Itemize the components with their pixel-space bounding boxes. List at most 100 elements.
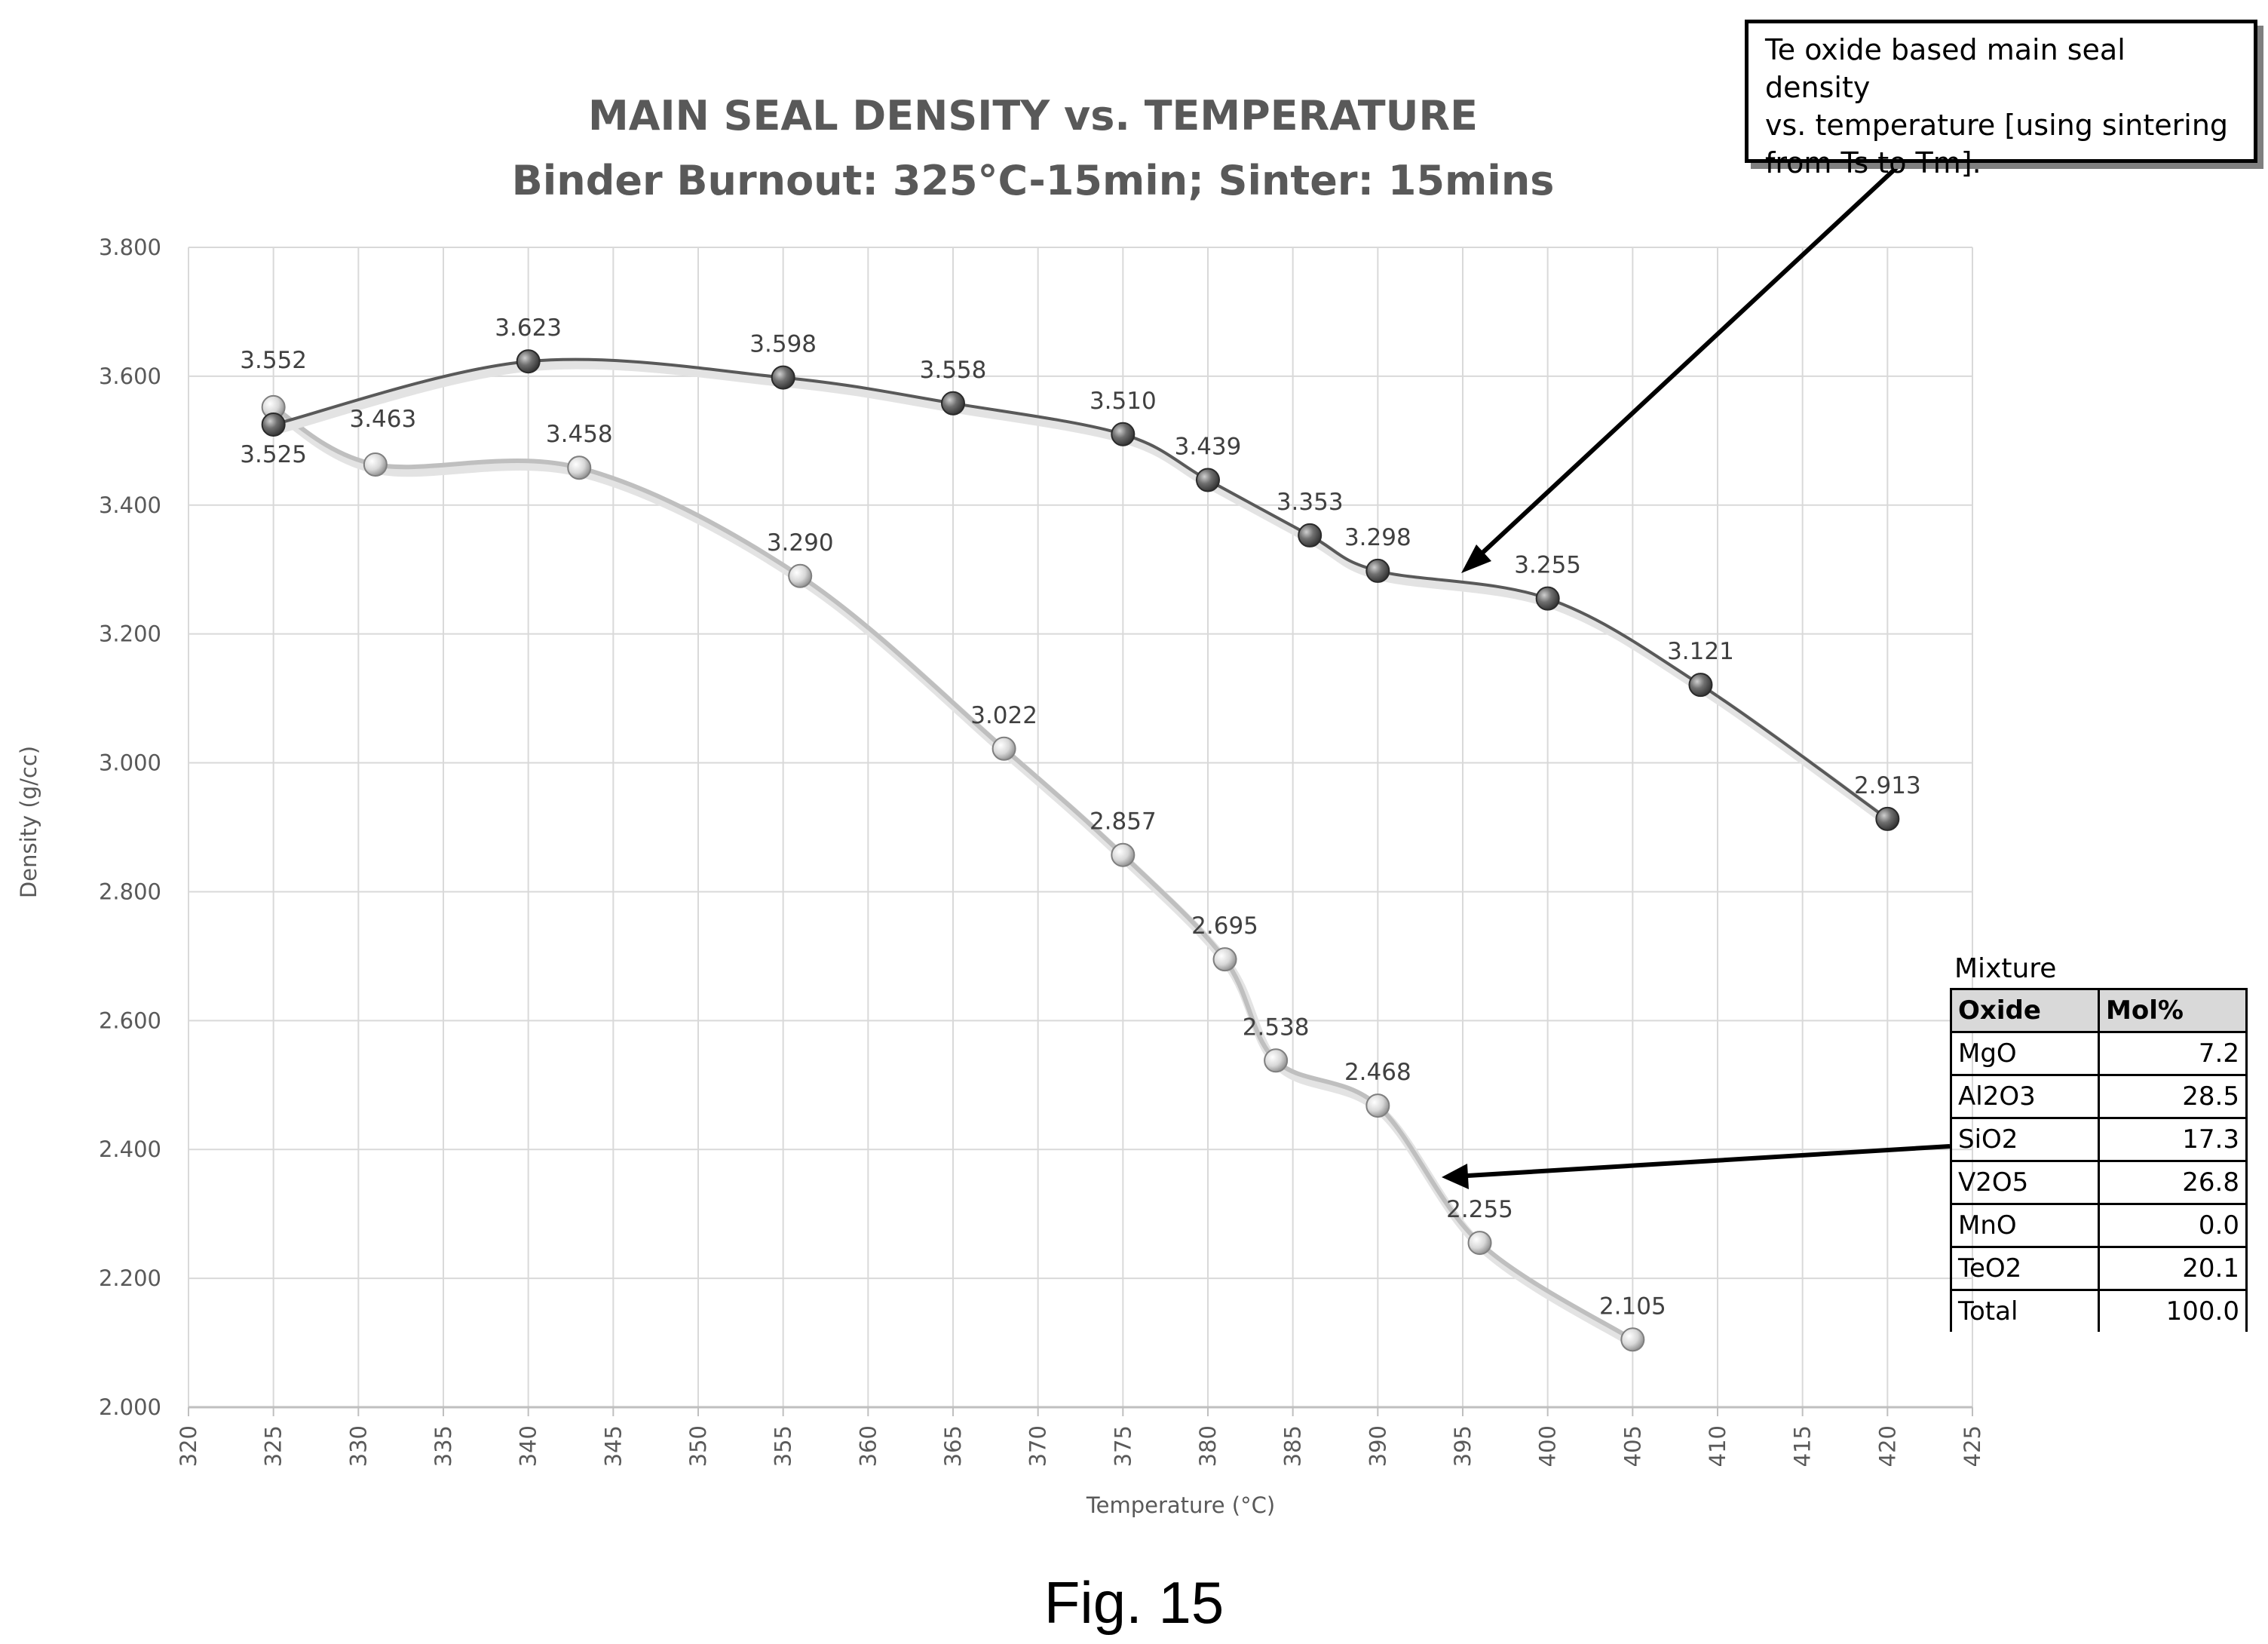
x-tick-label: 395 [1450,1425,1476,1467]
data-label: 3.353 [1277,489,1344,516]
mixture-row: MgO 7.2 [1950,1031,2248,1076]
data-label: 3.255 [1514,552,1581,579]
data-label: 3.298 [1344,524,1411,551]
callout-arrowhead-upper [1461,544,1491,573]
mixture-oxide: MnO [1950,1203,2100,1248]
y-tick-label: 2.000 [99,1394,161,1420]
mixture-mol: 28.5 [2098,1074,2248,1119]
callout-arrows [1442,161,1951,1189]
mixture-mol: 20.1 [2098,1246,2248,1291]
data-point [991,736,1016,761]
data-label: 2.913 [1854,772,1921,799]
y-tick-label: 3.000 [99,750,161,776]
data-label: 3.598 [749,331,817,358]
callout-line-3: from Ts to Tm]. [1765,146,1981,179]
data-point [363,452,388,477]
x-tick-label: 340 [516,1425,541,1467]
chart-title: MAIN SEAL DENSITY vs. TEMPERATURE [588,92,1478,140]
data-label: 2.538 [1243,1014,1310,1041]
x-tick-label: 335 [431,1425,456,1467]
data-point [941,391,965,416]
data-point [1111,842,1136,867]
data-label: 2.105 [1599,1293,1666,1320]
data-label: 2.695 [1191,912,1258,940]
data-label: 3.439 [1175,433,1242,460]
x-axis-title: Temperature (°C) [1086,1492,1275,1518]
callout-line-1: Te oxide based main seal density [1765,33,2125,104]
data-point [1535,586,1560,611]
data-point [1467,1231,1492,1256]
x-tick-label: 375 [1110,1425,1136,1467]
x-tick-label: 380 [1195,1425,1221,1467]
y-tick-label: 2.600 [99,1008,161,1033]
data-point [788,563,813,588]
mixture-table: Mixture Oxide Mol% MgO 7.2 Al2O3 28.5 Si… [1950,950,2248,1332]
data-point [1264,1048,1289,1073]
callout-line-2: vs. temperature [using sintering [1765,109,2229,142]
callout-arrowhead-lower [1442,1164,1469,1189]
x-tick-label: 370 [1025,1425,1051,1467]
data-label: 3.525 [240,441,307,468]
mixture-row: V2O5 26.8 [1950,1160,2248,1205]
x-tick-label: 405 [1620,1425,1645,1467]
mixture-header-mol: Mol% [2098,988,2248,1033]
y-tick-label: 3.800 [99,235,161,260]
x-tick-label: 350 [685,1425,711,1467]
x-tick-label: 410 [1705,1425,1730,1467]
y-tick-label: 3.400 [99,492,161,518]
axes: 2.000 2.200 2.400 2.600 2.800 3.000 3.200 3.400… [99,235,1985,1467]
mixture-header-oxide: Oxide [1950,988,2100,1033]
x-tick-label: 390 [1365,1425,1390,1467]
y-tick-label: 2.200 [99,1265,161,1291]
data-point [261,412,286,437]
x-tick-label: 425 [1960,1425,1985,1467]
callout-arrow-upper [1468,161,1904,566]
x-tick-label: 420 [1874,1425,1900,1467]
data-label: 2.468 [1344,1059,1411,1086]
mixture-row: Al2O3 28.5 [1950,1074,2248,1119]
data-point [1212,947,1237,972]
data-label: 3.552 [240,347,307,374]
data-label: 3.623 [495,314,562,342]
mixture-header-row: Oxide Mol% [1950,988,2248,1033]
data-label: 3.290 [767,529,834,557]
series-layer [261,349,1900,1352]
mixture-total-row: Total 100.0 [1950,1289,2248,1332]
x-tick-label: 320 [176,1425,201,1467]
data-point [1365,558,1390,583]
data-point [1688,673,1713,698]
mixture-total-label: Total [1950,1289,2100,1332]
chart-subtitle: Binder Burnout: 325°C-15min; Sinter: 15m… [512,157,1555,204]
figure-label: Fig. 15 [1044,1569,1224,1636]
mixture-row: MnO 0.0 [1950,1203,2248,1248]
series-0-shadow [271,360,1896,829]
data-point [1875,806,1900,831]
data-point [1620,1327,1645,1352]
mixture-mol: 0.0 [2098,1203,2248,1248]
mixture-mol: 7.2 [2098,1031,2248,1076]
mixture-oxide: TeO2 [1950,1246,2100,1291]
x-tick-label: 360 [855,1425,881,1467]
mixture-mol: 17.3 [2098,1117,2248,1162]
data-label: 3.558 [920,357,987,384]
data-point [771,365,795,390]
callout-arrow-lower [1454,1144,1951,1179]
x-tick-label: 355 [771,1425,796,1467]
data-point [1365,1093,1390,1118]
mixture-oxide: MgO [1950,1031,2100,1076]
x-tick-label: 385 [1280,1425,1306,1467]
gridlines [188,247,1973,1408]
y-tick-label: 2.800 [99,879,161,904]
data-label: 3.510 [1090,388,1157,415]
data-point [516,349,541,374]
data-label: 2.857 [1090,808,1157,836]
x-tick-label: 325 [261,1425,287,1467]
y-tick-label: 2.400 [99,1136,161,1162]
data-point [567,455,592,480]
mixture-total-value: 100.0 [2098,1289,2248,1332]
data-label: 3.121 [1667,638,1734,665]
data-label: 3.022 [970,702,1037,729]
x-tick-label: 345 [600,1425,626,1467]
data-label: 3.458 [546,421,613,448]
